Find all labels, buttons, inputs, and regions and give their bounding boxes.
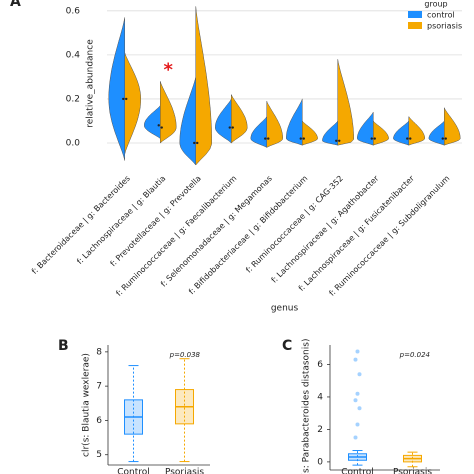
median-dot — [196, 141, 199, 145]
violin-half — [393, 120, 409, 146]
y-tick-label: 6 — [317, 360, 323, 370]
median-dot — [302, 137, 305, 140]
panel-label: C — [282, 338, 292, 354]
x-tick-label: f: Ruminococcaceae | g: Faecalibacterium — [114, 174, 238, 298]
violin-half — [124, 52, 141, 155]
violin-half — [215, 98, 232, 144]
y-tick-label: 5 — [96, 450, 102, 460]
median-dot — [441, 137, 444, 140]
median-dot — [409, 137, 412, 140]
violin-half — [195, 6, 212, 166]
y-tick-label: 8 — [96, 347, 102, 357]
violin-half — [144, 105, 161, 139]
outlier — [355, 349, 360, 354]
x-tick-label: f: Ruminococcaceae | g: Subdoligranulum — [327, 174, 451, 298]
outlier — [357, 406, 362, 411]
violin-half — [108, 17, 126, 161]
violin-half — [322, 120, 339, 146]
y-tick-label: 0.6 — [66, 6, 81, 16]
panel-label: B — [58, 338, 69, 354]
median-dot — [335, 139, 338, 142]
y-axis-label: clr(s: Blautia wexlerae) — [82, 353, 92, 457]
outlier — [357, 372, 362, 377]
y-tick-label: 4 — [317, 392, 323, 402]
x-tick-label: Control — [341, 468, 374, 474]
y-tick-label: 6 — [96, 416, 102, 426]
median-dot — [299, 137, 302, 140]
x-tick-label: Psoriasis — [393, 468, 432, 474]
legend-swatch — [408, 11, 422, 18]
median-dot — [122, 97, 125, 101]
outlier — [353, 357, 358, 362]
annotation: p=0.024 — [399, 351, 430, 359]
violin-half — [286, 98, 303, 146]
median-dot — [125, 97, 128, 101]
legend-swatch — [408, 22, 422, 29]
median-dot — [228, 126, 231, 129]
annotation: * — [164, 59, 174, 80]
x-tick-label: Control — [117, 468, 150, 474]
violin-half — [408, 116, 425, 146]
outlier — [355, 391, 360, 396]
median-dot — [267, 137, 270, 140]
violin-half — [444, 107, 461, 146]
violin-half — [266, 100, 283, 148]
x-tick-label: Psoriasis — [165, 468, 204, 474]
violin-half — [373, 120, 389, 146]
median-dot — [160, 126, 163, 129]
violin-half — [250, 116, 268, 148]
violin-half — [179, 76, 197, 166]
violin-half — [337, 58, 354, 146]
outlier — [353, 435, 358, 440]
median-dot — [231, 126, 234, 129]
panel-label: A — [10, 0, 21, 10]
annotation: p=0.038 — [169, 351, 201, 359]
y-tick-label: 0.4 — [66, 50, 81, 60]
violin-half — [428, 120, 445, 146]
legend-label: psoriasis — [427, 22, 462, 31]
y-tick-label: 7 — [96, 382, 102, 392]
legend-title: group — [424, 0, 447, 9]
outlier — [353, 398, 358, 403]
x-axis-label: genus — [271, 304, 299, 314]
median-dot — [370, 137, 373, 140]
median-dot — [444, 137, 447, 140]
median-dot — [338, 139, 341, 142]
y-tick-label: 2 — [317, 425, 323, 435]
y-tick-label: 0 — [317, 457, 323, 467]
median-dot — [264, 137, 267, 140]
violin-half — [231, 94, 248, 144]
violin-half — [160, 81, 177, 144]
violin-half — [302, 120, 318, 146]
median-dot — [157, 124, 160, 127]
y-axis-label: (s: Parabacteroides distasonis) — [302, 339, 312, 474]
median-dot — [373, 137, 376, 140]
legend-label: control — [427, 11, 455, 20]
median-dot — [193, 141, 196, 145]
median-dot — [406, 137, 409, 140]
y-tick-label: 0.0 — [66, 138, 81, 148]
violin-half — [357, 111, 374, 146]
outlier — [355, 422, 360, 427]
y-axis-label: relative_abundance — [86, 39, 96, 128]
y-tick-label: 0.2 — [66, 94, 80, 104]
